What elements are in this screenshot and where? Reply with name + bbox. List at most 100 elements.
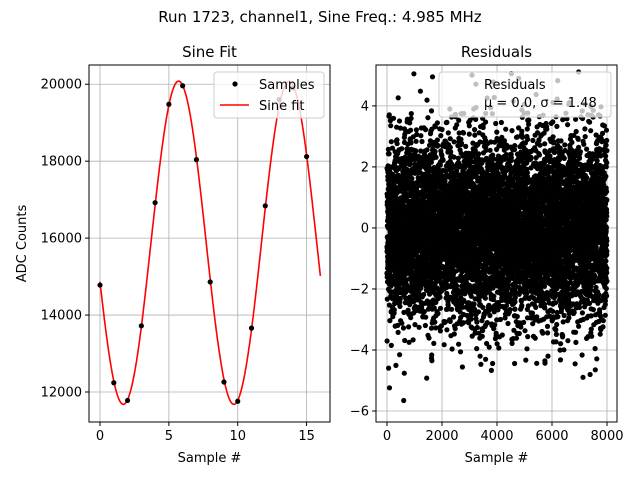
residual-point [512,306,518,312]
residual-point [413,148,419,154]
sample-point [303,153,310,160]
legend-box [213,71,325,119]
residual-point [438,133,444,139]
sample-point [193,157,200,163]
residual-point [439,126,445,133]
residual-point [432,319,438,325]
residual-point [395,329,401,335]
sine-fit-line [99,80,322,406]
residual-point [456,117,462,123]
residual-point [401,309,407,315]
sample-point [97,282,103,288]
residual-point [410,284,416,290]
residual-point [385,48,390,53]
residual-point [477,353,483,359]
residual-point [509,340,515,346]
figure-title: Run 1723, channel1, Sine Freq.: 4.985 MH… [158,8,482,26]
residual-point [505,320,511,327]
x-tick-label: 0 [383,429,391,444]
residual-point [402,337,408,344]
legend-label: Sine fit [259,99,305,114]
residual-point [511,360,518,367]
residual-point [401,370,407,376]
residual-point [491,293,497,299]
residual-point [449,346,455,352]
residual-point [447,318,453,324]
residual-point [456,341,462,347]
residual-point [445,130,451,136]
residual-point [512,143,518,149]
residual-point [466,123,472,129]
residual-point [395,322,401,328]
sample-point [138,323,144,329]
residual-point [508,155,514,161]
residual-point [483,119,489,125]
residual-point [424,147,430,153]
plot-area [384,48,610,404]
residual-point [486,344,492,350]
residual-point [400,325,407,331]
residual-point [421,309,427,315]
residual-point [401,397,407,404]
residual-point [418,133,424,139]
y-tick-label: −4 [350,343,369,358]
x-tick-label: 2000 [425,429,458,444]
residual-point [493,120,499,127]
residual-point [474,319,480,325]
residual-point [492,322,498,328]
residual-point [460,320,466,326]
residual-point [407,120,413,126]
x-tick-label: 6000 [535,429,568,444]
residual-point [496,345,502,351]
samples-legend-marker [232,81,238,87]
legend: Samples Sine fit [213,71,325,119]
residual-point [433,154,439,160]
residual-point [408,140,414,146]
residual-point [394,137,400,143]
residual-point [437,294,443,300]
residual-point [440,157,446,163]
y-tick-label: 18000 [41,155,82,170]
residual-point [397,352,403,358]
residual-point [490,360,496,367]
residual-point [431,340,437,346]
y-tick-label: 0 [361,221,369,236]
residual-point [434,120,440,126]
residual-point [394,141,400,147]
residual-point [434,137,440,143]
residual-point [509,128,515,134]
residual-point [466,131,472,137]
residual-point [435,142,441,149]
residual-point [384,296,390,302]
residual-point [483,356,489,362]
residual-point [468,312,474,318]
residual-point [411,71,417,77]
residual-point [512,295,518,301]
residual-point [457,349,464,355]
residual-point [388,342,394,348]
residual-point [480,124,486,131]
axes-title: Sine Fit [182,43,237,61]
residual-point [424,97,430,103]
legend-label: Samples [259,78,315,93]
residual-point [514,313,520,320]
residual-point [418,148,424,154]
residual-point [426,335,432,341]
residual-point [386,365,392,371]
x-tick-label: 8000 [590,429,623,444]
axes-frame [88,64,331,423]
residual-point [397,125,403,131]
residual-point [447,144,453,150]
residual-point [386,151,392,157]
residual-point [407,161,413,168]
residual-point [451,314,457,320]
residual-point [409,175,415,182]
sample-point [262,203,268,209]
residual-point [503,126,509,132]
residual-point [416,324,422,330]
sample-point [180,83,186,89]
x-tick-label: 10 [229,429,246,444]
residual-point [391,307,397,313]
residual-point [386,112,392,118]
